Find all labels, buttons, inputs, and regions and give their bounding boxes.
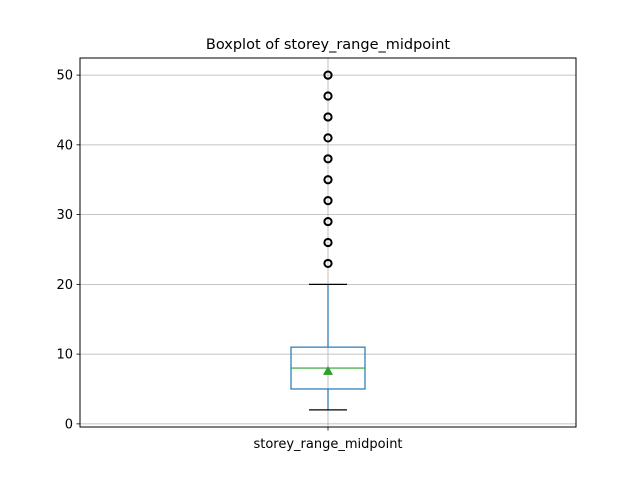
chart-title: Boxplot of storey_range_midpoint [206,37,451,53]
y-tick-label: 30 [56,208,73,223]
outlier-point [323,133,333,143]
outlier-point [323,112,333,122]
outlier-point [323,258,333,269]
outlier-point [323,196,333,206]
outlier-point [323,175,333,185]
outlier-point [323,91,333,101]
y-tick-label: 40 [56,138,73,153]
mean-marker [323,365,333,375]
outlier-point [323,216,333,227]
outlier-point [323,237,333,248]
outlier-point [323,70,333,80]
tick-layer: 0 10 20 30 40 50 storey_range_midpoint [56,69,402,452]
y-tick-label: 10 [56,348,73,363]
y-tick-label: 50 [56,69,73,84]
box-layer [290,70,366,411]
y-tick-label: 20 [56,278,73,293]
outlier-point [323,154,333,164]
x-tick-label: storey_range_midpoint [253,437,402,452]
y-tick-label: 0 [65,417,73,432]
